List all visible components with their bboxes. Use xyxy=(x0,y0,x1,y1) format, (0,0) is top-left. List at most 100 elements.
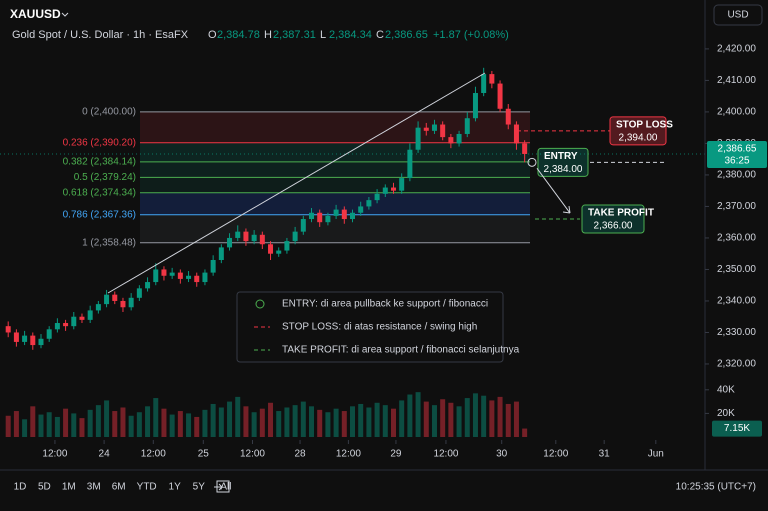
volume-bar xyxy=(38,414,44,437)
range-button[interactable]: 3M xyxy=(87,482,101,493)
x-tick-label: 31 xyxy=(599,449,611,460)
volume-bar xyxy=(481,395,487,437)
volume-bar xyxy=(497,396,503,437)
volume-bar xyxy=(366,407,372,437)
volume-bar xyxy=(423,401,429,437)
currency-box[interactable] xyxy=(713,4,763,26)
candle-body xyxy=(472,93,478,119)
symbol-dropdown[interactable] xyxy=(61,12,69,17)
fib-label: 0.236 (2,390.20) xyxy=(63,137,136,148)
icon-arrow[interactable] xyxy=(214,483,224,491)
y-tick-label: 2,400.00 xyxy=(717,107,756,118)
volume-bar xyxy=(227,401,233,437)
range-button[interactable]: 1D xyxy=(14,482,27,493)
range-button[interactable]: 1M xyxy=(62,482,76,493)
volume-tick-label: 20K xyxy=(717,408,735,419)
legend: ENTRY: di area pullback ke support / fib… xyxy=(236,291,520,363)
volume-bar xyxy=(522,428,528,437)
countdown: 36:25 xyxy=(724,156,749,167)
candle-body xyxy=(440,124,446,138)
volume-bar xyxy=(104,400,110,437)
volume-bar xyxy=(317,409,323,437)
candle-body xyxy=(464,118,470,134)
volume-bar xyxy=(71,413,77,437)
candle-body xyxy=(38,338,44,346)
volume-bar xyxy=(79,418,85,437)
volume-bar xyxy=(309,406,315,437)
range-button[interactable]: YTD xyxy=(137,482,157,493)
volume-bar xyxy=(292,405,298,437)
candle-body xyxy=(218,247,224,260)
last-volume-box xyxy=(712,420,762,437)
fib-zone xyxy=(140,111,530,143)
y-tick-label: 2,320.00 xyxy=(717,359,756,370)
volume-bar xyxy=(382,405,388,437)
candle-body xyxy=(22,335,28,342)
legend-item: STOP LOSS: di atas resistance / swing hi… xyxy=(282,322,477,333)
fib-zone xyxy=(140,177,530,193)
clock: 10:25:35 (UTC+7) xyxy=(676,482,756,493)
candle-body xyxy=(513,124,519,144)
candle-body xyxy=(423,127,429,131)
fib-label: 0.382 (2,384.14) xyxy=(63,157,136,168)
candle-body xyxy=(5,326,11,333)
volume-bar xyxy=(145,406,151,437)
range-button[interactable]: 5D xyxy=(38,482,51,493)
candle-body xyxy=(300,219,306,232)
stop-loss-price: 2,394.00 xyxy=(619,132,658,143)
volume-bar xyxy=(399,400,405,437)
legend-item: TAKE PROFIT: di area support / fibonacci… xyxy=(282,345,520,356)
stop-loss-title: STOP LOSS xyxy=(616,119,673,130)
take-profit-title: TAKE PROFIT xyxy=(588,208,654,219)
fib-label: 0.786 (2,367.36) xyxy=(63,209,136,220)
range-buttons: 1D 5D 1M 3M 6M YTD 1Y 5Y All xyxy=(14,482,232,493)
candle-body xyxy=(489,74,495,84)
x-tick-label: 12:00 xyxy=(433,449,458,460)
candle-body xyxy=(399,178,405,191)
volume-bar xyxy=(177,411,183,437)
volume-bar xyxy=(46,412,52,437)
replay-icon[interactable] xyxy=(214,480,230,493)
change: +1.87 (+0.08%) xyxy=(433,29,509,41)
x-tick-label: 12:00 xyxy=(42,449,67,460)
entry-price: 2,384.00 xyxy=(544,164,583,175)
candle-body xyxy=(415,127,421,150)
range-button[interactable]: All xyxy=(220,482,231,493)
symbol[interactable]: XAUUSD xyxy=(10,7,61,21)
ohlc-row: O 2,384.78 H 2,387.31 L 2,384.34 C 2,386.65 xyxy=(208,29,428,41)
candle-body xyxy=(120,300,126,308)
candle-body xyxy=(95,304,101,311)
candle-body xyxy=(161,269,167,276)
range-button[interactable]: 6M xyxy=(112,482,126,493)
range-button[interactable]: 1Y xyxy=(169,482,182,493)
ohlc-value: 2,384.34 xyxy=(329,29,372,41)
range-button[interactable]: 5Y xyxy=(193,482,206,493)
candle-body xyxy=(112,294,118,301)
volume-bar xyxy=(341,411,347,437)
currency[interactable]: USD xyxy=(727,10,748,21)
volume-bar xyxy=(54,416,60,437)
volume-bar xyxy=(333,408,339,437)
last-price-label: 2,386.65 xyxy=(718,144,757,155)
volume-bar xyxy=(415,392,421,437)
fib-label: 0.5 (2,379.24) xyxy=(74,172,136,183)
y-tick-label: 2,330.00 xyxy=(717,327,756,338)
volume-bar xyxy=(505,403,511,437)
candle-body xyxy=(235,231,241,238)
volume-bar xyxy=(202,409,208,437)
volume-bar xyxy=(153,398,159,437)
candle-body xyxy=(374,193,380,201)
volume-bar xyxy=(13,411,19,437)
x-tick-label: 24 xyxy=(99,449,111,460)
take-profit-price: 2,366.00 xyxy=(594,221,633,232)
candle-body xyxy=(243,231,249,242)
candle-body xyxy=(358,206,364,213)
candle-body xyxy=(317,212,323,223)
trend-line xyxy=(107,72,486,294)
candle-body xyxy=(30,335,36,346)
x-tick-label: 28 xyxy=(294,449,306,460)
volume-bar xyxy=(186,413,192,437)
candle-body xyxy=(522,143,528,154)
legend-item: ENTRY: di area pullback ke support / fib… xyxy=(282,299,488,310)
